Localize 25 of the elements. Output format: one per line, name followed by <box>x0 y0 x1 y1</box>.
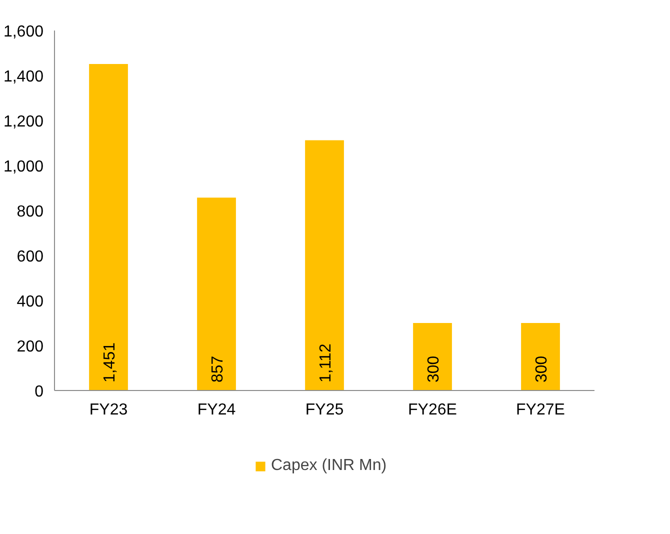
y-tick-label: 600 <box>16 248 44 266</box>
y-tick-label: 1,400 <box>3 68 44 86</box>
bar <box>413 323 452 390</box>
bar <box>89 64 128 390</box>
data-label: 300 <box>534 356 550 382</box>
data-label: 857 <box>210 356 226 382</box>
x-tick-label: FY23 <box>89 402 128 418</box>
data-label: 300 <box>426 356 442 382</box>
x-tick-label: FY27E <box>516 402 565 418</box>
data-label: 1,112 <box>318 344 334 382</box>
y-tick-label: 800 <box>16 204 44 220</box>
y-tick-label: 0 <box>34 384 44 400</box>
y-tick-label: 1,200 <box>3 114 44 130</box>
y-tick-label: 1,000 <box>3 158 44 176</box>
y-tick-label: 400 <box>16 294 44 310</box>
x-tick-label: FY26E <box>408 402 457 418</box>
bar <box>305 140 344 390</box>
legend-label: Capex (INR Mn) <box>271 457 387 475</box>
x-tick-label: FY24 <box>197 402 236 418</box>
y-tick-label: 200 <box>16 338 44 356</box>
bar <box>521 323 560 390</box>
data-label: 1,451 <box>102 342 118 382</box>
x-tick-label: FY25 <box>305 402 344 418</box>
bar <box>197 198 236 390</box>
y-tick-label: 1,600 <box>3 24 44 40</box>
